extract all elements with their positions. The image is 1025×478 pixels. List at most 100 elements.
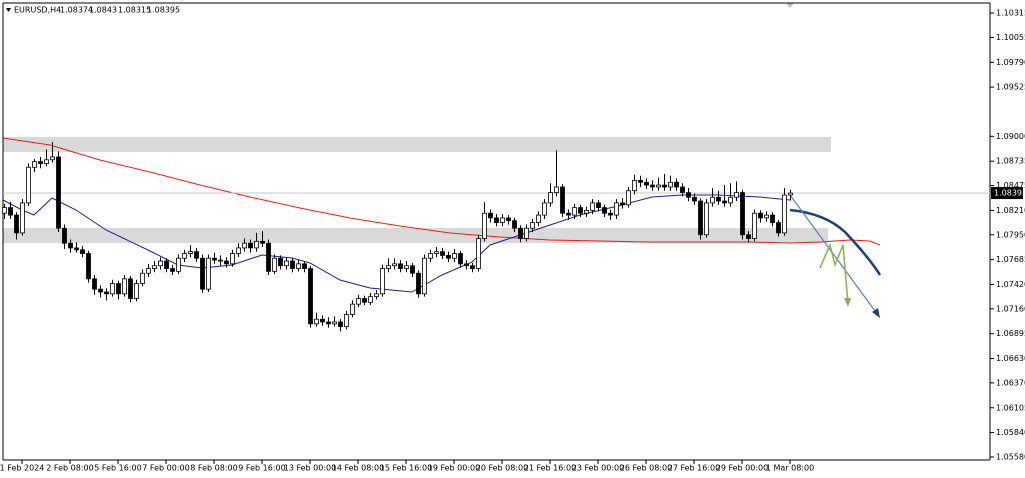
candle-body <box>644 181 649 186</box>
candle-body <box>566 212 571 216</box>
support-zone <box>3 228 828 243</box>
candle-body <box>530 222 535 229</box>
candle-body <box>266 242 271 272</box>
candle-body <box>2 207 7 214</box>
candle-body <box>464 263 469 267</box>
candle-body <box>764 214 769 219</box>
candle-body <box>434 251 439 254</box>
candle-body <box>248 242 253 249</box>
y-tick-label: 1.08210 <box>996 206 1025 215</box>
candle-body <box>134 283 139 299</box>
candle-body <box>782 194 787 234</box>
arrow-head <box>844 298 851 307</box>
candle-body <box>374 293 379 298</box>
candle-body <box>146 268 151 274</box>
candle-body <box>20 202 25 234</box>
x-tick-label: 13 Feb 00:00 <box>284 464 336 473</box>
candle-body <box>620 202 625 206</box>
candle-body <box>470 265 475 269</box>
y-tick-label: 1.06105 <box>996 403 1025 412</box>
candle-body <box>200 257 205 290</box>
candle-body <box>614 202 619 216</box>
y-tick-label: 1.08735 <box>996 157 1025 166</box>
candle-body <box>338 321 343 328</box>
candle-body <box>740 192 745 236</box>
candle-body <box>596 202 601 208</box>
candle-body <box>602 207 607 214</box>
candle-body <box>80 249 85 254</box>
candle-body <box>218 259 223 262</box>
slow-moving-average <box>2 137 881 246</box>
x-tick-label: 21 Feb 16:00 <box>524 464 576 473</box>
x-tick-label: 29 Feb 00:00 <box>716 464 768 473</box>
candle-body <box>32 161 37 168</box>
x-tick-label: 2 Feb 08:00 <box>46 464 93 473</box>
candle-body <box>674 181 679 188</box>
candle-body <box>560 186 565 214</box>
candle-body <box>698 200 703 236</box>
candle-body <box>386 265 391 269</box>
candle-body <box>656 184 661 188</box>
candle-body <box>170 268 175 272</box>
candle-body <box>488 212 493 219</box>
candle-body <box>524 227 529 239</box>
candle-body <box>710 196 715 204</box>
candle-body <box>650 184 655 188</box>
candle-body <box>686 192 691 198</box>
candle-body <box>692 196 697 202</box>
candle-body <box>608 212 613 216</box>
candle-body <box>590 202 595 211</box>
x-tick-label: 14 Feb 08:00 <box>332 464 384 473</box>
x-tick-label: 8 Feb 08:00 <box>190 464 237 473</box>
candle-body <box>230 253 235 265</box>
candle-body <box>314 318 319 325</box>
x-tick-label: 20 Feb 08:00 <box>476 464 528 473</box>
candle-body <box>26 166 31 204</box>
candle-body <box>500 217 505 223</box>
candle-body <box>296 263 301 269</box>
candle-body <box>326 321 331 325</box>
candle-body <box>512 220 517 229</box>
candle-body <box>662 184 667 188</box>
candle-body <box>50 156 55 161</box>
x-tick-label: 9 Feb 16:00 <box>238 464 285 473</box>
candle-body <box>458 253 463 265</box>
candle-body <box>224 260 229 265</box>
candle-body <box>122 278 127 295</box>
y-tick-label: 1.10315 <box>996 9 1025 18</box>
current-price-label: 1.08395 <box>994 189 1025 198</box>
candle-body <box>536 214 541 223</box>
x-tick-label: 5 Feb 16:00 <box>94 464 141 473</box>
candle-body <box>440 251 445 256</box>
candle-body <box>542 202 547 216</box>
candle-body <box>14 214 19 234</box>
candle-body <box>380 268 385 295</box>
candle-body <box>494 217 499 223</box>
candle-body <box>116 283 121 295</box>
candle-body <box>302 263 307 269</box>
candle-body <box>212 257 217 261</box>
header-high: 1.0843 <box>89 6 117 15</box>
x-tick-label: 23 Feb 00:00 <box>572 464 624 473</box>
candle-body <box>506 217 511 222</box>
y-tick-label: 1.07685 <box>996 255 1025 264</box>
candle-body <box>410 265 415 274</box>
resistance-zone <box>3 137 831 152</box>
y-tick-label: 1.09000 <box>996 132 1025 141</box>
y-tick-label: 1.06630 <box>996 354 1025 363</box>
candle-body <box>350 303 355 315</box>
candle-body <box>260 240 265 244</box>
y-tick-label: 1.10055 <box>996 33 1025 42</box>
candle-body <box>164 260 169 269</box>
shift-marker <box>786 3 794 8</box>
candle-body <box>206 257 211 290</box>
candle-body <box>272 257 277 272</box>
candle-body <box>422 257 427 295</box>
candle-body <box>344 314 349 328</box>
candle-body <box>98 288 103 293</box>
x-tick-label: 7 Feb 00:00 <box>142 464 189 473</box>
candle-body <box>332 321 337 325</box>
candle-body <box>392 263 397 267</box>
arrow-head <box>872 308 880 318</box>
candle-body <box>38 161 43 164</box>
